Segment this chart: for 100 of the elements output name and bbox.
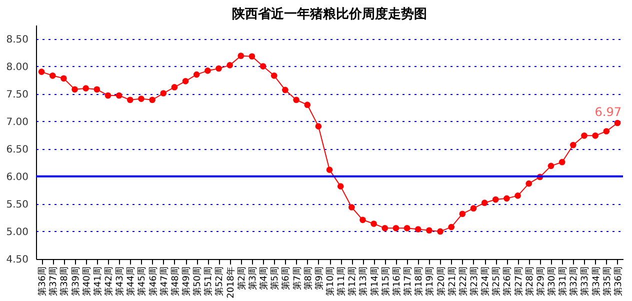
point xyxy=(504,195,510,202)
chart-title: 陕西省近一年猪粮比价周度走势图 xyxy=(232,6,427,22)
point xyxy=(404,225,410,232)
x-tick-label: 第40周 xyxy=(81,266,92,296)
x-tick-label: 第2周 xyxy=(236,266,248,290)
point xyxy=(282,86,288,94)
point xyxy=(94,86,100,93)
x-tick-label: 第20周 xyxy=(436,266,447,296)
x-tick-label: 第48周 xyxy=(170,266,181,296)
point xyxy=(526,180,532,187)
y-tick-label: 7.00 xyxy=(6,116,28,128)
point xyxy=(72,86,78,93)
x-tick-label: 第12周 xyxy=(347,266,358,296)
point xyxy=(82,85,89,92)
point xyxy=(370,220,377,227)
x-tick-label: 第11周 xyxy=(336,266,348,296)
point xyxy=(304,102,311,108)
point xyxy=(348,204,355,210)
point xyxy=(470,205,477,212)
point xyxy=(481,200,488,206)
x-tick-label: 第50周 xyxy=(192,266,204,296)
x-tick-label: 第4周 xyxy=(258,266,270,290)
x-tick-label: 第34周 xyxy=(590,266,602,296)
x-tick-label: 第10周 xyxy=(325,266,336,296)
x-tick-label: 第25周 xyxy=(491,266,502,296)
x-tick-label: 第8周 xyxy=(302,266,314,290)
x-tick-label: 第37周 xyxy=(48,266,60,296)
x-tick-label: 2018年 xyxy=(225,266,236,298)
x-tick-label: 第45周 xyxy=(136,266,148,296)
point xyxy=(414,226,422,232)
x-tick-label: 第15周 xyxy=(380,266,392,296)
y-tick-label: 8.00 xyxy=(6,62,28,73)
point xyxy=(448,224,454,230)
point xyxy=(592,132,598,139)
point xyxy=(104,92,112,99)
x-tick-label: 第41周 xyxy=(92,266,104,296)
data-label: 6.97 xyxy=(594,105,622,120)
point xyxy=(160,90,167,96)
x-tick-label: 第38周 xyxy=(59,266,70,296)
x-tick-label: 第24周 xyxy=(480,266,492,296)
x-tick-label: 第29周 xyxy=(535,266,546,296)
x-tick-label: 第36周 xyxy=(612,266,624,296)
x-tick-label: 第39周 xyxy=(70,266,82,296)
point xyxy=(171,84,178,90)
x-tick-label: 第28周 xyxy=(524,266,536,296)
point xyxy=(216,65,222,72)
point xyxy=(437,228,444,235)
point xyxy=(293,96,300,104)
point xyxy=(138,96,144,102)
y-tick-label: 5.00 xyxy=(6,226,28,238)
point xyxy=(426,227,432,234)
point xyxy=(514,192,521,199)
x-tick-label: 第32周 xyxy=(568,266,580,296)
x-tick-label: 第23周 xyxy=(468,266,480,296)
y-tick-label: 5.50 xyxy=(6,199,28,210)
point xyxy=(603,128,610,134)
x-tick-label: 第5周 xyxy=(270,266,281,290)
point xyxy=(38,68,45,75)
x-tick-label: 第44周 xyxy=(126,266,137,296)
point xyxy=(360,216,366,224)
point xyxy=(459,210,466,218)
point xyxy=(326,166,333,173)
point xyxy=(270,72,278,79)
y-tick-label: 8.50 xyxy=(6,34,28,46)
point xyxy=(392,225,400,232)
point xyxy=(126,96,134,104)
x-tick-label: 第52周 xyxy=(214,266,226,296)
x-tick-label: 第17周 xyxy=(402,266,414,296)
point xyxy=(116,92,122,99)
x-tick-label: 第26周 xyxy=(502,266,514,296)
x-tick-label: 第3周 xyxy=(247,266,258,290)
point xyxy=(226,62,233,68)
point xyxy=(248,53,256,60)
y-tick-label: 7.50 xyxy=(6,89,28,100)
x-tick-label: 第49周 xyxy=(181,266,192,296)
point xyxy=(570,142,576,148)
point xyxy=(60,75,67,82)
point xyxy=(548,162,554,170)
point xyxy=(204,68,211,74)
x-tick-label: 第9周 xyxy=(314,266,325,290)
x-tick-label: 第30周 xyxy=(546,266,558,296)
x-tick-label: 第42周 xyxy=(103,266,114,296)
y-tick-label: 6.50 xyxy=(6,144,28,156)
x-tick-label: 第19周 xyxy=(424,266,436,296)
point xyxy=(149,96,156,104)
x-tick-label: 第35周 xyxy=(602,266,613,296)
x-tick-label: 第33周 xyxy=(580,266,591,296)
point xyxy=(182,78,189,84)
x-tick-label: 第36周 xyxy=(37,266,48,296)
x-tick-label: 第16周 xyxy=(391,266,402,296)
point xyxy=(492,196,499,203)
x-tick-label: 第14周 xyxy=(369,266,380,296)
x-tick-label: 第7周 xyxy=(292,266,303,290)
point xyxy=(614,120,621,126)
x-tick-label: 第21周 xyxy=(446,266,458,296)
point xyxy=(238,52,244,59)
y-tick-label: 6.00 xyxy=(6,172,28,183)
x-tick-label: 第18周 xyxy=(414,266,425,296)
point xyxy=(49,72,56,79)
x-tick-label: 第47周 xyxy=(158,266,170,296)
